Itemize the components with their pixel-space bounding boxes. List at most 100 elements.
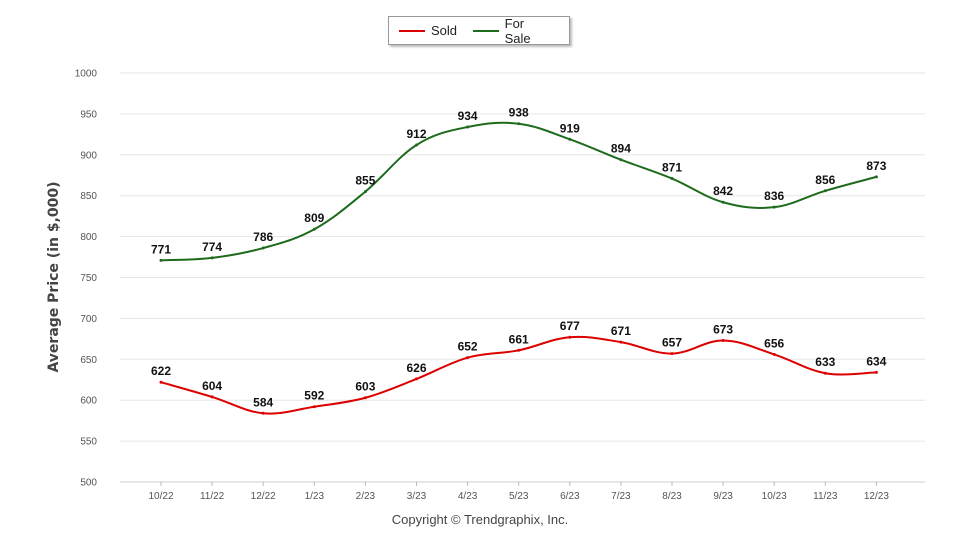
y-tick-label: 550: [80, 437, 97, 448]
x-tick-label: 11/22: [200, 491, 225, 502]
legend-item-sold[interactable]: Sold: [399, 23, 457, 38]
data-point-for-sale: [517, 122, 521, 126]
data-point-for-sale: [874, 175, 878, 179]
data-label-for-sale: 855: [355, 174, 375, 188]
data-label-sold: 584: [253, 395, 273, 409]
data-label-sold: 604: [202, 379, 222, 393]
x-tick-label: 3/23: [407, 491, 427, 502]
data-label-for-sale: 809: [304, 211, 324, 225]
data-point-sold: [772, 352, 776, 356]
y-tick-label: 600: [80, 396, 97, 407]
data-label-for-sale: 912: [406, 127, 426, 141]
data-point-for-sale: [210, 256, 214, 260]
x-tick-label: 12/22: [251, 491, 276, 502]
data-point-sold: [312, 405, 316, 409]
data-point-for-sale: [415, 143, 418, 147]
series-lines: [159, 121, 878, 415]
x-tick-label: 1/23: [305, 491, 325, 502]
legend-item-for-sale[interactable]: For Sale: [473, 16, 553, 46]
grid-lines: [120, 72, 925, 483]
y-tick-label: 900: [80, 150, 97, 161]
data-label-for-sale: 894: [611, 142, 631, 156]
data-point-sold: [823, 371, 827, 375]
data-label-for-sale: 871: [662, 161, 682, 175]
data-point-sold: [363, 396, 367, 400]
data-label-sold: 652: [458, 340, 478, 354]
data-point-for-sale: [312, 227, 316, 231]
copyright-text: Copyright © Trendgraphix, Inc.: [391, 512, 569, 527]
data-point-for-sale: [363, 190, 367, 194]
data-point-sold: [517, 348, 521, 352]
data-label-sold: 677: [560, 319, 580, 333]
y-tick-label: 650: [80, 355, 97, 366]
legend-label-for-sale: For Sale: [504, 15, 531, 46]
y-tick-label: 750: [80, 273, 97, 284]
data-label-sold: 622: [151, 364, 171, 378]
data-point-sold: [466, 356, 470, 360]
y-tick-label: 1000: [75, 69, 98, 80]
data-point-sold: [261, 411, 265, 415]
data-point-for-sale: [466, 125, 470, 129]
y-tick-label: 500: [80, 478, 97, 489]
data-label-for-sale: 919: [560, 121, 580, 135]
data-label-sold: 634: [866, 354, 886, 368]
data-label-for-sale: 836: [764, 189, 784, 203]
data-label-for-sale: 938: [509, 106, 529, 120]
data-point-sold: [568, 335, 572, 339]
x-tick-label: 11/23: [813, 491, 838, 502]
x-tick-label: 6/23: [560, 491, 580, 502]
data-label-for-sale: 934: [458, 109, 478, 123]
data-label-sold: 633: [815, 355, 835, 369]
x-tick-label: 12/23: [864, 491, 889, 502]
y-tick-label: 700: [80, 314, 97, 325]
data-label-sold: 661: [509, 332, 529, 346]
data-label-sold: 626: [406, 361, 426, 375]
x-tick-label: 2/23: [356, 491, 376, 502]
data-point-sold: [159, 380, 163, 384]
data-point-for-sale: [772, 205, 776, 209]
y-tick-label: 950: [80, 109, 97, 120]
data-point-sold: [210, 395, 214, 399]
data-label-for-sale: 786: [253, 230, 273, 244]
legend-label-sold: Sold: [431, 23, 458, 38]
data-point-for-sale: [568, 137, 572, 141]
x-tick-label: 10/23: [762, 491, 787, 502]
y-tick-label: 850: [80, 191, 97, 202]
x-tick-label: 10/22: [148, 491, 173, 502]
data-label-for-sale: 774: [202, 240, 222, 254]
x-tick-label: 7/23: [611, 491, 631, 502]
data-point-sold: [874, 370, 878, 374]
x-tick-label: 9/23: [713, 491, 733, 502]
x-tick-label: 4/23: [458, 491, 478, 502]
data-point-for-sale: [261, 246, 265, 250]
data-label-sold: 671: [611, 324, 631, 338]
x-tick-label: 8/23: [662, 491, 682, 502]
y-tick-label: 800: [80, 232, 97, 243]
data-labels: 622 604 584 592 603 626 652 661 677 671 657 673 656 6…: [151, 106, 887, 410]
data-label-sold: 592: [304, 389, 324, 403]
data-label-for-sale: 771: [151, 242, 171, 256]
data-label-for-sale: 873: [866, 159, 886, 173]
chart-legend: Sold For Sale: [388, 16, 570, 46]
data-point-sold: [670, 352, 674, 356]
data-label-for-sale: 842: [713, 184, 733, 198]
data-point-sold: [415, 377, 418, 381]
data-label-sold: 673: [713, 322, 733, 336]
data-point-for-sale: [823, 189, 827, 193]
data-point-sold: [619, 340, 623, 344]
data-label-sold: 603: [355, 380, 375, 394]
data-point-for-sale: [721, 200, 725, 204]
for-sale-swatch-icon: [473, 29, 499, 32]
data-label-for-sale: 856: [815, 173, 835, 187]
data-point-for-sale: [159, 258, 163, 262]
data-label-sold: 656: [764, 336, 784, 350]
data-point-for-sale: [670, 177, 674, 181]
x-tick-label: 5/23: [509, 491, 529, 502]
axes: 500 550 600 650 700 750 800 850 900 950 1000 10/22 1…: [75, 69, 925, 502]
sold-swatch-icon: [399, 29, 425, 32]
data-point-sold: [721, 338, 725, 342]
data-label-sold: 657: [662, 336, 682, 350]
y-axis-title: Average Price (in $,000): [46, 181, 62, 372]
data-point-for-sale: [619, 158, 623, 162]
